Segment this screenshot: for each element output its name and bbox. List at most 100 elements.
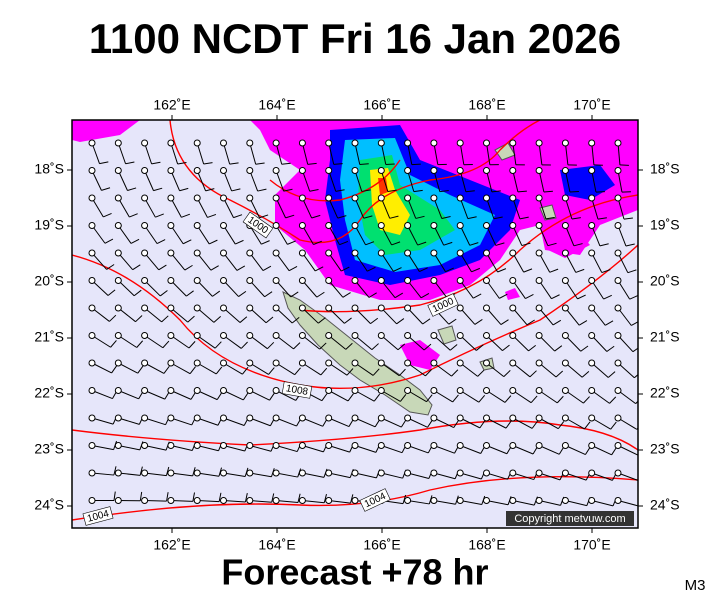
wind-barb xyxy=(351,139,369,165)
barb-station xyxy=(404,139,412,147)
barb-station xyxy=(588,304,596,312)
barb-staff xyxy=(117,142,127,164)
wind-barb xyxy=(535,139,551,166)
barb-flag xyxy=(209,239,218,245)
barb-flag xyxy=(606,345,615,352)
barb-staff xyxy=(538,500,561,506)
barb-staff xyxy=(117,307,136,323)
barb-station xyxy=(141,194,149,202)
wind-barb xyxy=(193,387,223,401)
wind-barb xyxy=(272,332,301,350)
barb-flag xyxy=(125,161,135,165)
barb-staff xyxy=(407,472,430,479)
barb-flag xyxy=(127,187,137,191)
barb-station xyxy=(141,497,149,504)
barb-flag xyxy=(294,367,301,376)
barb-station xyxy=(246,332,254,339)
barb-staff xyxy=(433,225,445,246)
wind-barb xyxy=(377,469,407,479)
barb-station xyxy=(272,469,280,477)
wind-barb xyxy=(509,222,531,247)
barb-staff xyxy=(380,142,387,165)
barb-station xyxy=(351,167,359,174)
barb-station xyxy=(430,414,438,422)
barb-staff xyxy=(381,417,402,428)
barb-station xyxy=(272,414,280,422)
wind-barb xyxy=(509,359,537,378)
barb-staff xyxy=(512,307,528,326)
barb-staff xyxy=(223,280,239,297)
barb-station xyxy=(351,332,359,339)
wind-barb xyxy=(404,194,425,219)
barb-staff xyxy=(196,170,207,192)
barb-staff xyxy=(302,280,318,298)
barb-staff xyxy=(486,362,505,377)
barb-staff xyxy=(565,500,587,507)
wind-barb xyxy=(220,167,241,192)
barb-staff xyxy=(144,280,161,297)
wind-barb xyxy=(167,139,187,165)
barb-flag xyxy=(497,268,507,273)
barb-staff xyxy=(197,417,219,426)
wind-barb xyxy=(272,249,298,272)
wind-barb xyxy=(483,387,512,403)
barb-station xyxy=(456,442,464,449)
barb-station xyxy=(141,277,149,284)
wind-barb xyxy=(298,194,321,219)
barb-station xyxy=(114,222,122,229)
barb-flag xyxy=(500,319,509,326)
barb-flag xyxy=(393,267,402,272)
barb-staff xyxy=(144,225,158,244)
barb-staff xyxy=(249,307,267,324)
wind-barb xyxy=(377,167,397,193)
lat-tick-label: 18˚S xyxy=(34,161,64,177)
barb-staff xyxy=(459,390,480,403)
barb-flag xyxy=(316,291,325,298)
barb-flag xyxy=(99,161,109,165)
lat-tick-label: 21˚S xyxy=(650,329,680,345)
barb-station xyxy=(561,194,569,202)
barb-flag xyxy=(111,365,118,374)
barb-station xyxy=(456,414,464,422)
barb-station xyxy=(351,139,359,147)
barb-station xyxy=(325,359,333,367)
barb-staff xyxy=(486,225,497,246)
barb-staff xyxy=(170,445,193,451)
barb-station xyxy=(404,304,412,312)
wind-barb xyxy=(430,414,460,429)
wind-barb xyxy=(535,387,564,404)
wind-barb xyxy=(561,387,590,404)
barb-station xyxy=(246,304,254,312)
barb-station xyxy=(246,194,254,202)
wind-barb xyxy=(193,167,215,192)
wind-barb xyxy=(404,387,433,403)
wind-barb xyxy=(351,222,375,246)
barb-staff xyxy=(249,445,272,452)
barb-flag xyxy=(385,163,395,166)
barb-station xyxy=(325,304,333,312)
barb-flag xyxy=(425,369,433,377)
wind-barb xyxy=(404,222,427,246)
barb-flag xyxy=(543,190,553,193)
barb-staff xyxy=(354,390,375,402)
barb-station xyxy=(167,222,175,229)
wind-barb xyxy=(588,222,609,247)
barb-staff xyxy=(459,307,476,325)
barb-station xyxy=(351,497,359,504)
barb-staff xyxy=(565,390,584,404)
barb-staff xyxy=(118,417,140,425)
barb-flag xyxy=(609,396,617,404)
barb-flag xyxy=(320,367,328,376)
barb-station xyxy=(614,277,622,284)
barb-flag xyxy=(188,341,196,349)
barb-flag xyxy=(443,241,453,246)
wind-barb xyxy=(141,492,169,504)
barb-station xyxy=(483,277,490,284)
wind-barb xyxy=(509,469,539,481)
barb-station xyxy=(167,304,175,312)
barb-station xyxy=(193,414,201,422)
barb-flag xyxy=(505,420,512,429)
wind-barb xyxy=(456,167,475,193)
barb-station xyxy=(220,277,227,284)
wind-barb xyxy=(404,495,433,505)
